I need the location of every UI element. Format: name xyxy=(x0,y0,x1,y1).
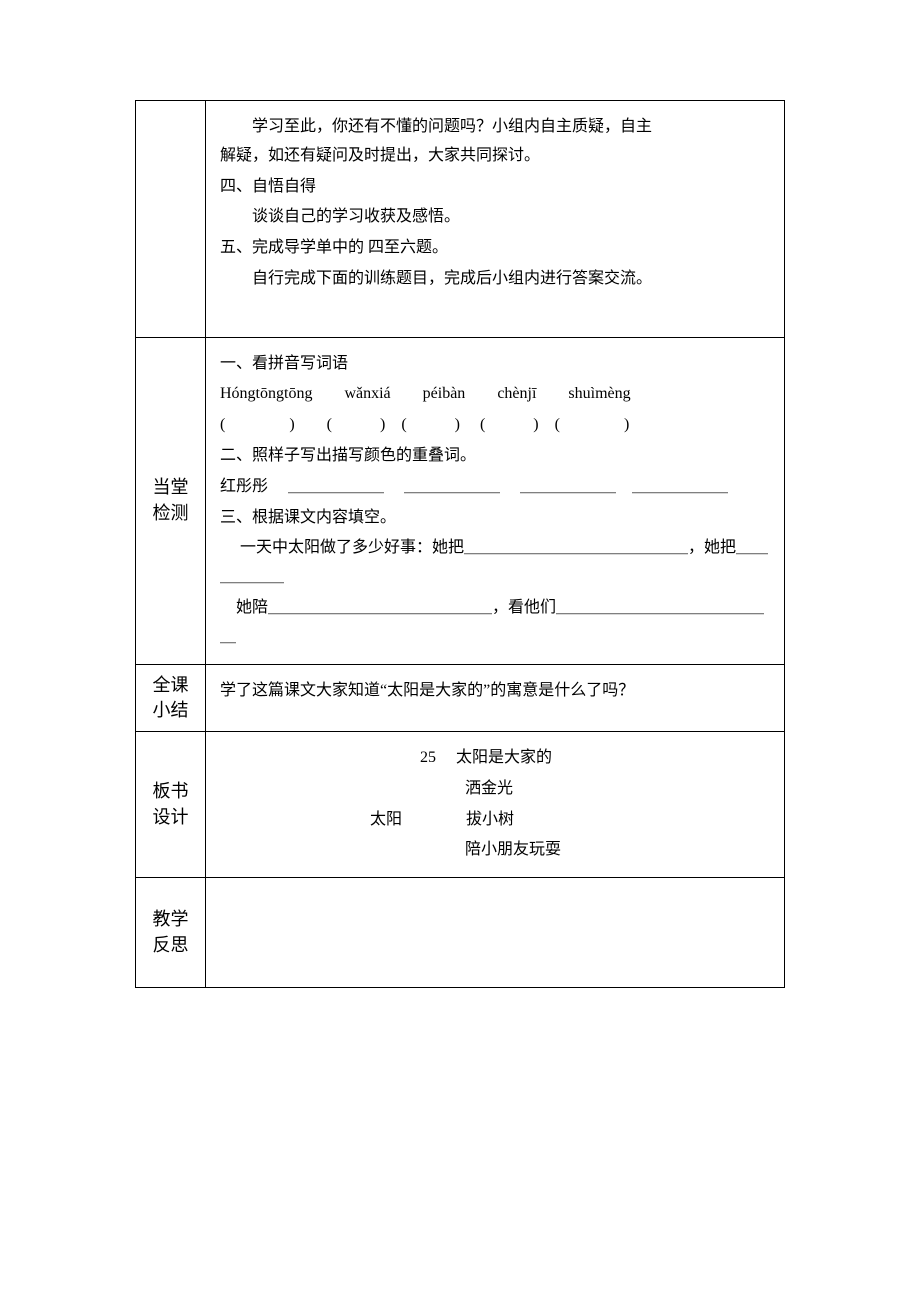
row1-left-content: 学习至此，你还有不懂的问题吗？小组内自主质疑，自主解疑，如还有疑问及时提出，大家… xyxy=(206,101,674,337)
sec3-title: 三、根据课文内容填空。 xyxy=(220,504,770,533)
row3-label-a: 全课 xyxy=(140,673,201,698)
row-continuation: 学习至此，你还有不懂的问题吗？小组内自主质疑，自主解疑，如还有疑问及时提出，大家… xyxy=(136,101,785,338)
row1-spacer xyxy=(220,296,660,325)
board-l3: 陪小朋友玩耍 xyxy=(220,836,770,865)
row3-label-b: 小结 xyxy=(140,698,201,723)
summary-line: 学了这篇课文大家知道“太阳是大家的”的寓意是什么了吗？ xyxy=(220,677,770,706)
row1-inner: 学习至此，你还有不懂的问题吗？小组内自主质疑，自主解疑，如还有疑问及时提出，大家… xyxy=(206,101,784,337)
pinyin-3: péibàn xyxy=(423,380,466,409)
row1-heading-5: 五、完成导学单中的 四至六题。 xyxy=(220,234,660,263)
row2-content: 一、看拼音写词语 Hóngtōngtōng wǎnxiá péibàn chèn… xyxy=(206,337,785,664)
board-l1: 洒金光 xyxy=(220,775,770,804)
pinyin-1: Hóngtōngtōng xyxy=(220,380,312,409)
row4-label-a: 板书 xyxy=(140,779,201,804)
row5-label-b: 反思 xyxy=(140,933,201,958)
row4-label: 板书 设计 xyxy=(136,731,206,877)
sec3-line-2: 她陪＿＿＿＿＿＿＿＿＿＿＿＿＿＿，看他们＿＿＿＿＿＿＿＿＿＿＿＿＿＿ xyxy=(220,594,770,652)
row1-content-wrapper: 学习至此，你还有不懂的问题吗？小组内自主质疑，自主解疑，如还有疑问及时提出，大家… xyxy=(206,101,785,338)
lesson-plan-table: 学习至此，你还有不懂的问题吗？小组内自主质疑，自主解疑，如还有疑问及时提出，大家… xyxy=(135,100,785,988)
pinyin-2: wǎnxiá xyxy=(344,380,390,409)
row-test: 当堂 检测 一、看拼音写词语 Hóngtōngtōng wǎnxiá péibà… xyxy=(136,337,785,664)
row-board: 板书 设计 25 太阳是大家的 洒金光 太阳 拔小树 陪小朋友玩耍 xyxy=(136,731,785,877)
row2-label: 当堂 检测 xyxy=(136,337,206,664)
row5-label-a: 教学 xyxy=(140,907,201,932)
row5-label: 教学 反思 xyxy=(136,878,206,988)
row4-content: 25 太阳是大家的 洒金光 太阳 拔小树 陪小朋友玩耍 xyxy=(206,731,785,877)
row2-label-b: 检测 xyxy=(140,501,201,526)
row5-content xyxy=(206,878,785,988)
row1-right-empty xyxy=(674,101,784,337)
row2-label-a: 当堂 xyxy=(140,475,201,500)
paren-row: ( ) ( ) ( ) ( ) ( ) xyxy=(220,411,770,440)
row3-content: 学了这篇课文大家知道“太阳是大家的”的寓意是什么了吗？ xyxy=(206,664,785,731)
sec3-line-1: 一天中太阳做了多少好事：她把＿＿＿＿＿＿＿＿＿＿＿＿＿＿，她把＿＿＿＿＿＿ xyxy=(220,534,770,592)
pinyin-4: chènjī xyxy=(497,380,536,409)
row-reflection: 教学 反思 xyxy=(136,878,785,988)
row4-label-b: 设计 xyxy=(140,805,201,830)
row1-text-2: 谈谈自己的学习收获及感悟。 xyxy=(220,203,660,232)
row-summary: 全课 小结 学了这篇课文大家知道“太阳是大家的”的寓意是什么了吗？ xyxy=(136,664,785,731)
board-title: 25 太阳是大家的 xyxy=(220,744,770,773)
row1-heading-4: 四、自悟自得 xyxy=(220,173,660,202)
sec2-title: 二、照样子写出描写颜色的重叠词。 xyxy=(220,442,770,471)
row3-label: 全课 小结 xyxy=(136,664,206,731)
board-gap xyxy=(402,811,466,828)
board-l2: 太阳 拔小树 xyxy=(220,806,770,835)
sec2-line: 红彤彤 ＿＿＿＿＿＿ ＿＿＿＿＿＿ ＿＿＿＿＿＿ ＿＿＿＿＿＿ xyxy=(220,473,770,502)
row1-text-3: 自行完成下面的训练题目，完成后小组内进行答案交流。 xyxy=(220,265,660,294)
board-l2-right: 拔小树 xyxy=(466,811,514,828)
board-l2-left: 太阳 xyxy=(370,811,402,828)
pinyin-5: shuìmèng xyxy=(568,380,630,409)
row1-text-1: 学习至此，你还有不懂的问题吗？小组内自主质疑，自主解疑，如还有疑问及时提出，大家… xyxy=(220,113,660,171)
row1-label-empty xyxy=(136,101,206,338)
pinyin-row: Hóngtōngtōng wǎnxiá péibàn chènjī shuìmè… xyxy=(220,380,770,409)
sec1-title: 一、看拼音写词语 xyxy=(220,350,770,379)
